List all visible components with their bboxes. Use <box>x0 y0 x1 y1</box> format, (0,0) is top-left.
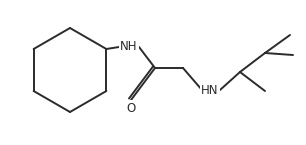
Text: O: O <box>126 102 136 115</box>
Text: NH: NH <box>120 40 138 54</box>
Text: HN: HN <box>201 84 219 97</box>
